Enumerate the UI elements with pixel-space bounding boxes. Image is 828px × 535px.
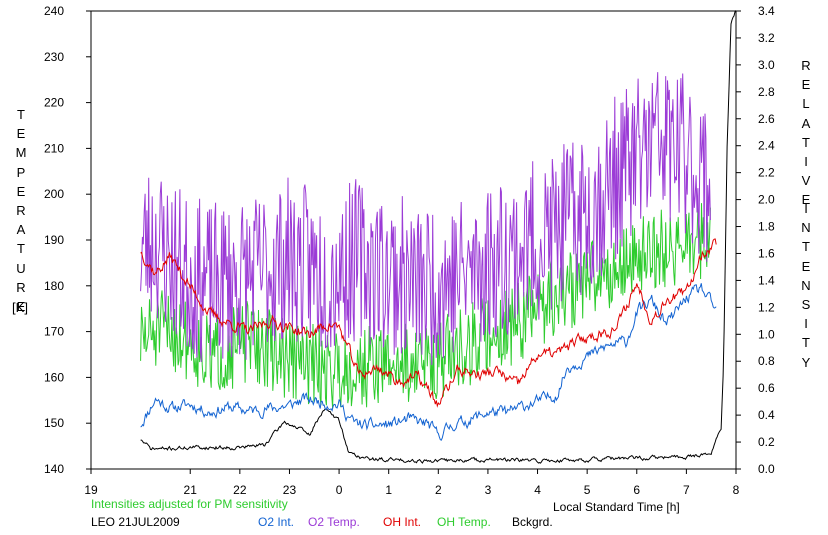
y-tick-label: 210 (44, 141, 64, 155)
legend-o2-temp: O2 Temp. (308, 515, 360, 529)
y-tick-label: 230 (44, 50, 64, 64)
x-tick-label: 4 (534, 483, 541, 497)
legend-bckgrd: Bckgrd. (512, 515, 553, 529)
y2-tick-label: 3.0 (758, 58, 775, 72)
axis-letter: L (802, 96, 810, 112)
x-tick-label: 21 (184, 483, 198, 497)
y2-tick-label: 1.0 (758, 327, 775, 341)
y2-tick-label: 1.2 (758, 300, 775, 314)
axis-letter: R (801, 58, 811, 73)
axis-letter: T (17, 241, 25, 257)
axis-letter: T (802, 335, 810, 351)
axis-letter: E (801, 192, 811, 208)
axis-letter: M (15, 145, 27, 161)
y2-tick-label: 2.4 (758, 139, 775, 153)
legend-o2-int: O2 Int. (258, 515, 295, 529)
axis-letter: E (16, 183, 26, 199)
pm-note: Intensities adjusted for PM sensitivity (91, 497, 288, 511)
axis-letter: T (802, 239, 810, 255)
y2-tick-label: 0.2 (758, 435, 775, 449)
x-tick-label: 3 (485, 483, 492, 497)
series-line-oh-int (140, 238, 717, 408)
y2-tick-label: 3.4 (758, 4, 775, 18)
x-tick-label: 23 (283, 483, 297, 497)
station-label: LEO 21JUL2009 (91, 515, 180, 529)
axis-letter: U (16, 260, 26, 276)
y2-tick-label: 2.8 (758, 85, 775, 99)
x-tick-label: 22 (233, 483, 247, 497)
axis-letter: E (801, 258, 811, 274)
y2-tick-label: 0.6 (758, 381, 775, 395)
axis-letter: S (801, 297, 811, 313)
y2-tick-label: 1.4 (758, 273, 775, 287)
y-tick-label: 150 (44, 416, 64, 430)
y-tick-label: 180 (44, 279, 64, 293)
y-tick-label: 220 (44, 96, 64, 110)
axis-letter: T (17, 107, 25, 122)
y2-tick-label: 0.0 (758, 462, 775, 476)
x-tick-label: 5 (584, 483, 591, 497)
y-tick-label: 190 (44, 233, 64, 247)
axis-letter: P (16, 164, 26, 180)
legend-oh-int: OH Int. (383, 515, 422, 529)
y-tick-label: 160 (44, 370, 64, 384)
axis-letter: I (804, 201, 808, 216)
x-tick-label: 8 (733, 483, 740, 497)
series-line-bckgrd (140, 10, 737, 464)
axis-letter: I (804, 154, 808, 170)
y2-tick-label: 1.8 (758, 220, 775, 234)
y-tick-label: 240 (44, 4, 64, 18)
series-line-o2-int (140, 283, 717, 441)
axis-letter: E (16, 299, 26, 315)
x-tick-label: 2 (435, 483, 442, 497)
axis-letter: T (802, 134, 810, 150)
axis-letter: A (801, 115, 811, 131)
series-layer (140, 10, 737, 464)
legend-oh-temp: OH Temp. (437, 515, 491, 529)
axis-letter: A (16, 222, 26, 238)
axis-letter: Y (801, 354, 811, 370)
axis-letter: V (801, 173, 811, 189)
y2-tick-label: 0.4 (758, 408, 775, 422)
x-tick-label: 7 (683, 483, 690, 497)
y2-tick-label: 1.6 (758, 246, 775, 260)
series-line-o2-temp (140, 72, 711, 366)
axis-letter: N (801, 220, 811, 236)
y-tick-label: 140 (44, 462, 64, 476)
x-tick-label: 6 (633, 483, 640, 497)
y2-tick-label: 3.2 (758, 31, 775, 45)
axis-letter: E (801, 77, 811, 93)
y2-tick-label: 2.6 (758, 112, 775, 126)
axis-letter: I (804, 316, 808, 332)
axis-letter: R (16, 203, 26, 219)
y2-tick-label: 0.8 (758, 354, 775, 368)
y-tick-label: 170 (44, 325, 64, 339)
y2-tick-label: 2.2 (758, 166, 775, 180)
x-tick-label: 19 (84, 483, 98, 497)
axes (86, 10, 741, 474)
y2-tick-label: 2.0 (758, 193, 775, 207)
axis-letter: N (801, 277, 811, 293)
y-tick-label: 200 (44, 187, 64, 201)
x-axis-label: Local Standard Time [h] (553, 500, 680, 514)
tick-labels: 1401501601701801902002102202302400.00.20… (44, 4, 775, 497)
x-tick-label: 1 (385, 483, 392, 497)
left-axis-unit: [K] (12, 300, 28, 315)
axis-letter: E (16, 126, 26, 142)
axis-letter: R (16, 279, 26, 295)
x-tick-label: 0 (336, 483, 343, 497)
